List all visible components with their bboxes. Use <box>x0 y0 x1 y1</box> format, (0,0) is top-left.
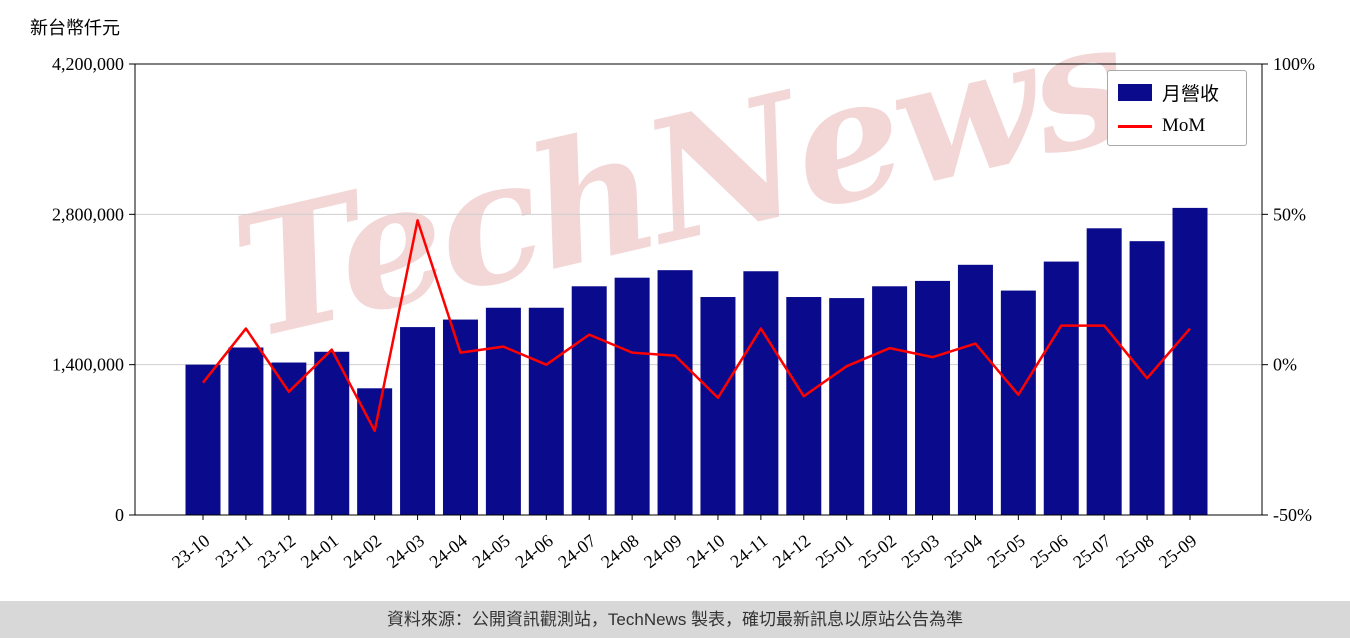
svg-text:24-02: 24-02 <box>340 530 385 572</box>
svg-text:24-12: 24-12 <box>769 530 814 572</box>
svg-text:24-07: 24-07 <box>554 530 599 572</box>
footer-source-note: 資料來源：公開資訊觀測站，TechNews 製表，確切最新訊息以原站公告為準 <box>0 601 1350 638</box>
svg-text:24-09: 24-09 <box>640 530 685 572</box>
svg-text:23-12: 23-12 <box>254 530 299 572</box>
svg-text:25-01: 25-01 <box>812 530 857 572</box>
svg-text:50%: 50% <box>1273 204 1306 224</box>
svg-text:100%: 100% <box>1273 54 1315 74</box>
left-axis-title: 新台幣仟元 <box>30 18 120 38</box>
svg-text:24-08: 24-08 <box>597 530 642 572</box>
mom-line-swatch <box>1118 124 1152 128</box>
svg-text:0: 0 <box>115 505 124 525</box>
svg-text:23-10: 23-10 <box>168 530 213 572</box>
legend-item-mom: MoM <box>1118 115 1236 137</box>
svg-text:25-07: 25-07 <box>1069 530 1114 572</box>
svg-text:24-11: 24-11 <box>726 530 771 571</box>
svg-text:25-09: 25-09 <box>1155 530 1200 572</box>
svg-text:1,400,000: 1,400,000 <box>52 355 124 375</box>
svg-text:24-01: 24-01 <box>297 530 342 572</box>
svg-text:25-08: 25-08 <box>1112 530 1157 572</box>
legend-label-revenue: 月營收 <box>1162 84 1220 105</box>
legend-label-mom: MoM <box>1162 115 1206 136</box>
svg-text:4,200,000: 4,200,000 <box>52 54 124 74</box>
svg-text:24-03: 24-03 <box>383 530 428 572</box>
svg-text:0%: 0% <box>1273 355 1297 375</box>
revenue-mom-chart: 0 1,400,000 2,800,000 4,200,000 -50% 0% 50% 100… <box>52 54 1315 572</box>
revenue-bar-swatch <box>1118 84 1152 101</box>
svg-text:25-04: 25-04 <box>940 530 985 572</box>
svg-text:25-02: 25-02 <box>855 530 900 572</box>
svg-text:2,800,000: 2,800,000 <box>52 204 124 224</box>
svg-text:24-05: 24-05 <box>468 530 513 572</box>
legend: 月營收 MoM <box>1107 70 1247 146</box>
svg-text:-50%: -50% <box>1273 505 1312 525</box>
svg-text:25-06: 25-06 <box>1026 530 1071 572</box>
svg-text:25-03: 25-03 <box>898 530 943 572</box>
svg-text:24-10: 24-10 <box>683 530 728 572</box>
svg-text:24-04: 24-04 <box>426 530 471 572</box>
svg-text:25-05: 25-05 <box>983 530 1028 572</box>
svg-text:23-11: 23-11 <box>211 530 256 571</box>
legend-item-revenue: 月營收 <box>1118 79 1236 106</box>
svg-text:24-06: 24-06 <box>511 530 556 572</box>
